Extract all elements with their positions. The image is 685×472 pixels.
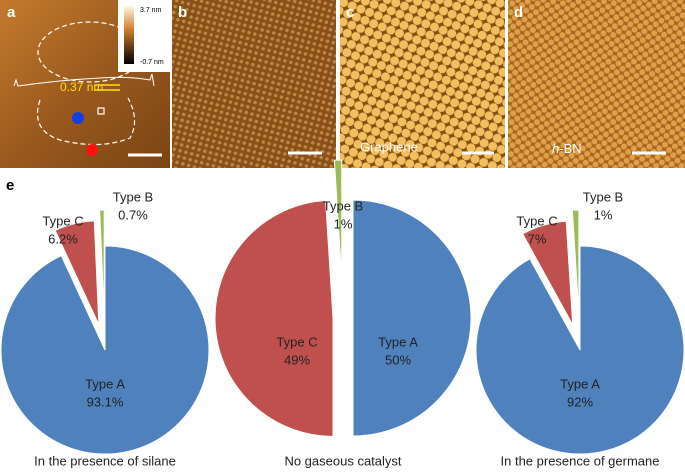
slice-value: 1% [334,216,353,231]
slice-name: Type C [276,334,317,349]
pie-slice [475,245,685,455]
stm-image [172,0,336,168]
slice-name: Type C [42,213,83,228]
panel-caption: Graphene [360,139,418,154]
height-profile [13,73,155,87]
pie-slice [54,220,100,325]
panel-c: c Graphene [340,0,505,168]
chart-caption: No gaseous catalyst [284,453,401,468]
slice-name: Type A [85,376,125,391]
square-marker [97,107,105,115]
stm-image [340,0,505,168]
caption-rest: -BN [559,141,581,156]
pie-slice [99,209,105,315]
pie-slice [333,159,343,279]
slice-value: 0.7% [118,207,148,222]
slice-name: Type B [583,189,623,204]
stm-image [508,0,685,168]
panel-label: d [514,4,523,21]
pie-slice [521,220,574,326]
slice-name: Type C [516,213,557,228]
colorbar-max: 3.7 nm [140,7,162,14]
slice-name: Type B [323,198,363,213]
panel-label: c [346,4,354,21]
slice-value: 6.2% [48,231,78,246]
slice-value: 92% [567,394,593,409]
panel-d: d h-BN [508,0,685,168]
shade [172,0,336,168]
panel-b: b [172,0,336,168]
slice-name: Type A [560,376,600,391]
slice-name: Type B [113,189,153,204]
panel-label: b [178,4,187,21]
colorbar [124,6,134,64]
slice-value: 93.1% [87,394,124,409]
caption-italic: h [552,141,559,156]
slice-value: 7% [528,231,547,246]
slice-value: 1% [594,207,613,222]
panel-caption: h-BN [552,141,582,156]
pie-slice [352,199,472,437]
panel-label: e [6,177,14,194]
slice-value: 50% [385,352,411,367]
slice-value: 49% [284,352,310,367]
panel-a: 0.37 nm 3.7 nm -0.7 nm a [0,0,170,168]
colorbar-min: -0.7 nm [140,59,164,66]
domain-outline [36,97,136,146]
pie-slice [0,245,210,455]
chart-caption: In the presence of silane [34,453,176,468]
pie-charts: Type A 93.1% Type C 6.2% Type B 0.7% In the pr… [0,159,685,468]
chart-caption: In the presence of germane [501,453,660,468]
pie-slice [214,200,334,437]
pie-slice [571,209,580,315]
slice-name: Type A [378,334,418,349]
blue-dot [72,112,84,124]
profile-annotation: 0.37 nm [60,80,103,94]
panel-label: a [7,4,16,21]
red-dot [86,144,98,156]
